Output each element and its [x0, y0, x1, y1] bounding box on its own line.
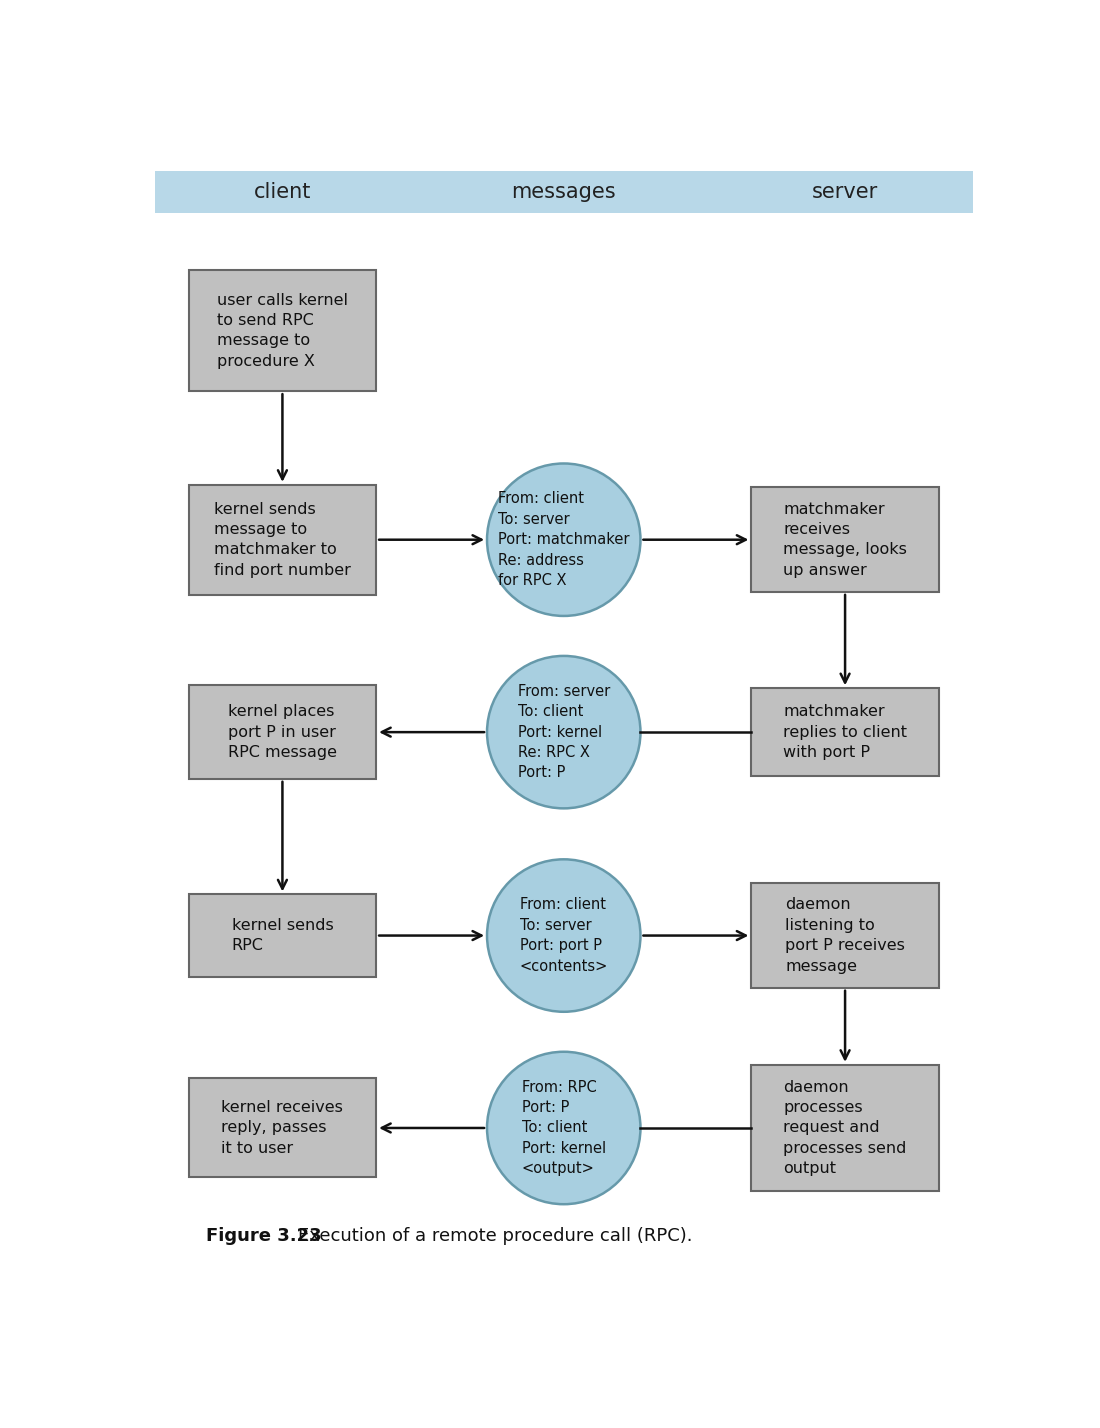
Text: From: client
To: server
Port: matchmaker
Re: address
for RPC X: From: client To: server Port: matchmaker…: [498, 491, 629, 588]
Ellipse shape: [487, 464, 640, 615]
Text: daemon
processes
request and
processes send
output: daemon processes request and processes s…: [783, 1080, 906, 1177]
FancyBboxPatch shape: [751, 487, 938, 593]
FancyBboxPatch shape: [751, 884, 938, 988]
Ellipse shape: [487, 655, 640, 808]
FancyBboxPatch shape: [751, 688, 938, 775]
Text: Execution of a remote procedure call (RPC).: Execution of a remote procedure call (RP…: [298, 1227, 692, 1245]
Ellipse shape: [487, 860, 640, 1012]
Ellipse shape: [487, 1052, 640, 1204]
Text: kernel places
port P in user
RPC message: kernel places port P in user RPC message: [228, 704, 337, 760]
Text: messages: messages: [512, 183, 616, 203]
Text: From: server
To: client
Port: kernel
Re: RPC X
Port: P: From: server To: client Port: kernel Re:…: [518, 684, 609, 781]
Text: Figure 3.23: Figure 3.23: [206, 1227, 321, 1245]
Text: daemon
listening to
port P receives
message: daemon listening to port P receives mess…: [785, 897, 905, 974]
FancyBboxPatch shape: [189, 894, 376, 977]
Text: kernel sends
RPC: kernel sends RPC: [232, 918, 333, 954]
FancyBboxPatch shape: [154, 171, 972, 213]
FancyBboxPatch shape: [189, 685, 376, 778]
Text: From: client
To: server
Port: port P
<contents>: From: client To: server Port: port P <co…: [519, 897, 608, 974]
Text: user calls kernel
to send RPC
message to
procedure X: user calls kernel to send RPC message to…: [217, 293, 348, 368]
FancyBboxPatch shape: [189, 484, 376, 594]
Text: matchmaker
receives
message, looks
up answer: matchmaker receives message, looks up an…: [783, 501, 907, 578]
Text: kernel sends
message to
matchmaker to
find port number: kernel sends message to matchmaker to fi…: [214, 501, 351, 578]
FancyBboxPatch shape: [751, 1065, 938, 1191]
Text: server: server: [812, 183, 878, 203]
Text: kernel receives
reply, passes
it to user: kernel receives reply, passes it to user: [221, 1100, 343, 1155]
FancyBboxPatch shape: [189, 270, 376, 391]
FancyBboxPatch shape: [189, 1078, 376, 1178]
Text: matchmaker
replies to client
with port P: matchmaker replies to client with port P: [783, 704, 907, 760]
Text: From: RPC
Port: P
To: client
Port: kernel
<output>: From: RPC Port: P To: client Port: kerne…: [521, 1080, 606, 1177]
Text: client: client: [254, 183, 311, 203]
